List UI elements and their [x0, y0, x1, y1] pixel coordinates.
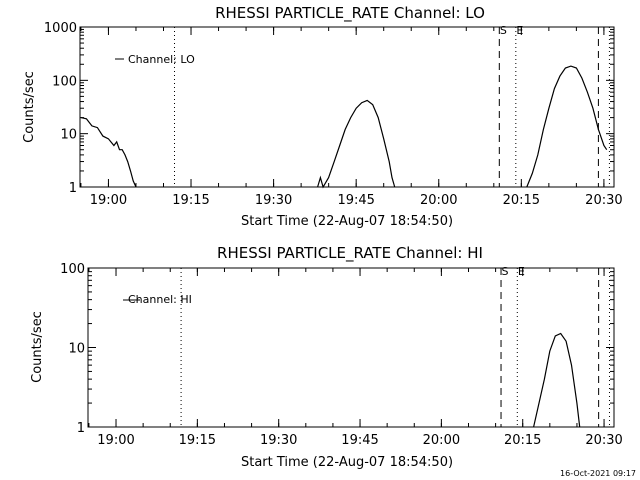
x-axis-label-lo: Start Time (22-Aug-07 18:54:50) [241, 214, 453, 229]
x-tick-label: 19:45 [341, 433, 378, 448]
x-tick-label: 20:30 [585, 193, 622, 208]
y-tick-label: 10 [68, 342, 85, 357]
x-tick-label: 20:15 [504, 433, 541, 448]
series-line [80, 117, 137, 188]
event-marker-label: S [502, 265, 509, 278]
y-tick-label: 100 [60, 262, 85, 277]
event-marker-label: E [518, 265, 525, 278]
x-tick-label: 20:15 [503, 193, 540, 208]
y-tick-label: 1 [77, 421, 85, 436]
plot-frame [79, 26, 615, 188]
x-axis-label-hi: Start Time (22-Aug-07 18:54:50) [241, 455, 453, 470]
plot-area-lo: 19:00 19:15 19:30 19:45 20:00 20:15 20:30 1 10 10… [44, 21, 623, 208]
x-tick-label: 20:30 [585, 433, 622, 448]
chart-title-lo: RHESSI PARTICLE_RATE Channel: LO [215, 4, 485, 23]
y-axis-label-hi: Counts/sec [30, 311, 45, 383]
y-tick-label: 1 [69, 181, 77, 196]
x-tick-label: 19:45 [337, 193, 374, 208]
x-tick-label: 19:30 [255, 193, 292, 208]
chart-title-hi: RHESSI PARTICLE_RATE Channel: HI [217, 244, 483, 263]
plot-frame [87, 267, 615, 428]
y-axis-label-lo: Counts/sec [22, 71, 37, 143]
x-tick-label: 20:00 [420, 193, 457, 208]
y-tick-label: 100 [52, 74, 77, 89]
footer-timestamp: 16-Oct-2021 09:17 [560, 469, 636, 478]
event-marker-label: S [500, 24, 507, 37]
legend-label-lo: Channel: LO [128, 53, 195, 66]
series-line [526, 65, 608, 188]
x-tick-label: 19:00 [90, 193, 127, 208]
series-line [317, 99, 396, 189]
x-tick-label: 19:00 [97, 433, 134, 448]
x-tick-label: 19:15 [172, 193, 209, 208]
y-tick-label: 10 [60, 128, 77, 143]
y-tick-label: 1000 [44, 21, 77, 36]
x-tick-label: 20:00 [423, 433, 460, 448]
x-tick-label: 19:30 [260, 433, 297, 448]
plot-area-hi: 19:00 19:15 19:30 19:45 20:00 20:15 20:30 1 10 10… [60, 262, 623, 448]
chart-panel-lo: RHESSI PARTICLE_RATE Channel: LO Counts/… [22, 4, 623, 229]
event-marker-label: E [516, 24, 523, 37]
series-line [533, 332, 581, 428]
chart-panel-hi: RHESSI PARTICLE_RATE Channel: HI Counts/… [30, 244, 623, 470]
legend-label-hi: Channel: HI [128, 293, 192, 306]
x-tick-label: 19:15 [179, 433, 216, 448]
